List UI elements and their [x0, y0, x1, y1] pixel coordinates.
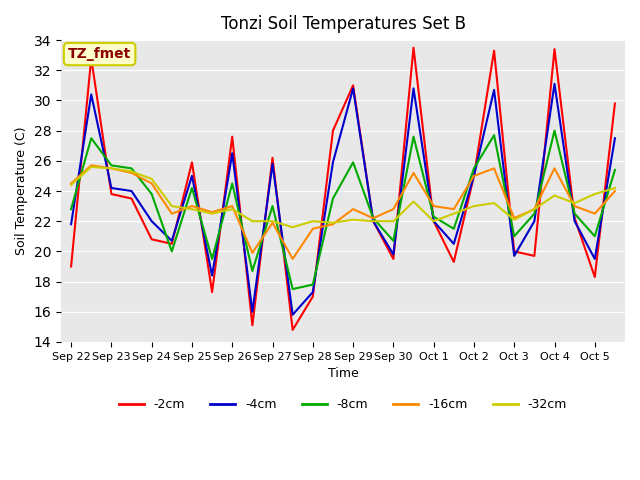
Text: TZ_fmet: TZ_fmet	[68, 47, 131, 61]
X-axis label: Time: Time	[328, 367, 358, 380]
Y-axis label: Soil Temperature (C): Soil Temperature (C)	[15, 127, 28, 255]
Legend: -2cm, -4cm, -8cm, -16cm, -32cm: -2cm, -4cm, -8cm, -16cm, -32cm	[114, 394, 572, 417]
Title: Tonzi Soil Temperatures Set B: Tonzi Soil Temperatures Set B	[221, 15, 465, 33]
